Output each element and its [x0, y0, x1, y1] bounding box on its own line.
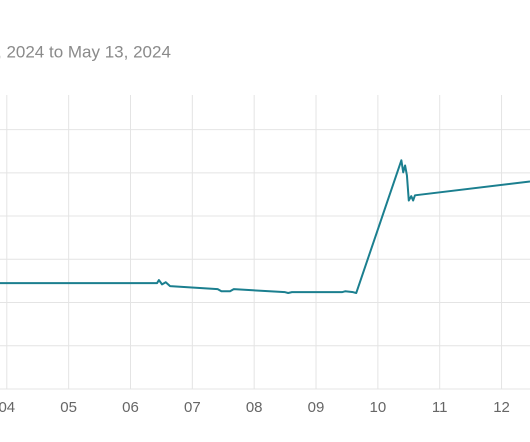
x-tick-label: 12 [493, 399, 510, 416]
x-tick-label: 04 [0, 399, 15, 416]
x-tick-label: 07 [184, 399, 201, 416]
x-tick-label: 10 [370, 399, 387, 416]
data-line [0, 159, 530, 295]
x-tick-label: 08 [246, 399, 263, 416]
chart-subtitle: , 2024 to May 13, 2024 [0, 42, 171, 61]
x-tick-label: 09 [308, 399, 325, 416]
x-tick-label: 11 [432, 399, 448, 416]
x-tick-label: 05 [60, 399, 77, 416]
x-tick-label: 06 [122, 399, 139, 416]
